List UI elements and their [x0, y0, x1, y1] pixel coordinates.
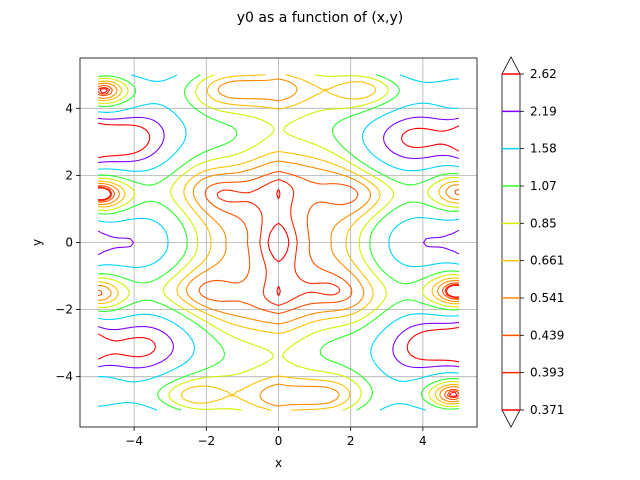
colorbar-tick-label: 0.541	[530, 291, 564, 305]
contour-level-2	[97, 85, 460, 400]
y-tick-label: 0	[65, 236, 73, 250]
y-tick-label: −4	[55, 370, 73, 384]
chart-title: y0 as a function of (x,y)	[237, 10, 404, 26]
contour-level-4	[97, 74, 460, 411]
colorbar-body	[501, 73, 521, 411]
contour-level-8	[97, 116, 460, 369]
colorbar-tick-label: 2.62	[530, 67, 557, 81]
x-axis-ticks: −4 −2 0 2 4	[125, 427, 427, 448]
colorbar-extend-bottom	[501, 409, 521, 428]
colorbar-tick-label: 2.19	[530, 104, 557, 118]
colorbar-tick-label: 0.85	[530, 216, 557, 230]
x-tick-label: −2	[197, 434, 215, 448]
colorbar: 0.371 0.393 0.439 0.541 0.661 0.85 1.07 1.58 2.1…	[501, 56, 564, 428]
y-tick-label: 4	[65, 101, 73, 115]
y-tick-label: 2	[65, 168, 73, 182]
x-tick-label: 4	[419, 434, 427, 448]
contour-level-7	[97, 74, 460, 411]
y-axis-ticks: −4 −2 0 2 4	[55, 101, 80, 384]
colorbar-tick-label: 0.371	[530, 403, 564, 417]
grid-lines	[80, 58, 477, 427]
contour-level-1	[97, 86, 460, 399]
x-tick-label: 0	[275, 434, 283, 448]
y-axis-label: y	[30, 239, 44, 246]
x-axis-label: x	[275, 456, 282, 470]
x-tick-label: 2	[347, 434, 355, 448]
colorbar-extend-top	[501, 56, 521, 75]
contour-level-3	[97, 78, 460, 407]
y-tick-label: −2	[55, 303, 73, 317]
colorbar-tick-label: 0.393	[530, 366, 564, 380]
contour-level-5	[97, 74, 460, 411]
contour-lines	[97, 74, 460, 411]
colorbar-tick-label: 0.661	[530, 254, 564, 268]
contour-level-0	[97, 88, 460, 397]
contour-level-9	[97, 122, 460, 363]
colorbar-tick-label: 0.439	[530, 328, 564, 342]
x-tick-label: −4	[125, 434, 143, 448]
colorbar-tick-label: 1.07	[530, 179, 557, 193]
colorbar-tick-label: 1.58	[530, 142, 557, 156]
contour-level-6	[97, 74, 460, 411]
